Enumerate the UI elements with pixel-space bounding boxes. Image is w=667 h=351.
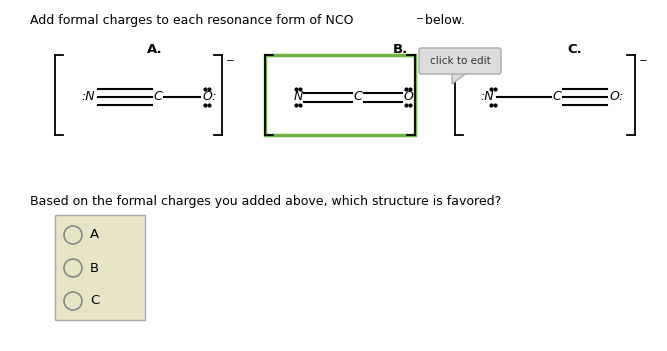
Bar xyxy=(265,55,415,135)
FancyBboxPatch shape xyxy=(419,48,501,74)
Text: A.: A. xyxy=(147,43,163,56)
Text: Based on the formal charges you added above, which structure is favored?: Based on the formal charges you added ab… xyxy=(30,195,501,208)
Text: −: − xyxy=(639,56,648,66)
Bar xyxy=(55,215,145,320)
Text: :N: :N xyxy=(81,91,95,104)
Text: N: N xyxy=(293,91,303,104)
Text: B: B xyxy=(90,261,99,274)
Text: C: C xyxy=(153,91,162,104)
Text: :N: :N xyxy=(480,91,494,104)
Text: O: O xyxy=(403,91,413,104)
Text: C: C xyxy=(90,294,99,307)
Text: C.: C. xyxy=(568,43,582,56)
Text: O:: O: xyxy=(203,91,217,104)
Text: A: A xyxy=(90,229,99,241)
Text: Add formal charges to each resonance form of NCO: Add formal charges to each resonance for… xyxy=(30,14,354,27)
Text: C: C xyxy=(553,91,562,104)
Text: O:: O: xyxy=(610,91,624,104)
Text: −: − xyxy=(416,14,424,24)
Text: click to edit: click to edit xyxy=(430,56,490,66)
Text: below.: below. xyxy=(421,14,465,27)
Text: B.: B. xyxy=(392,43,408,56)
Text: C: C xyxy=(354,91,362,104)
Polygon shape xyxy=(452,72,468,84)
Text: −: − xyxy=(226,56,235,66)
